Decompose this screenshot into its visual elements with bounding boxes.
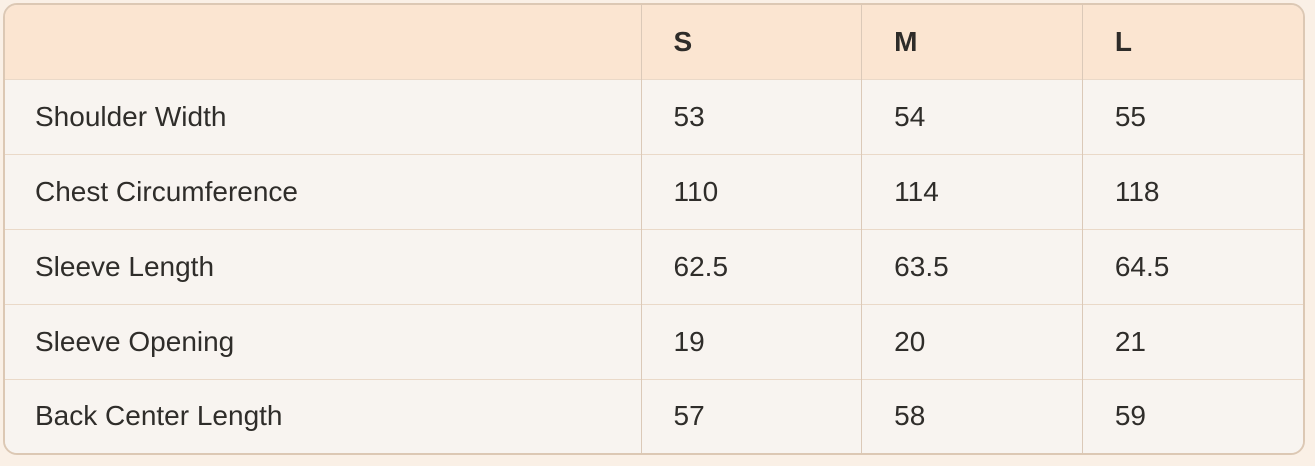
table-row: Shoulder Width 53 54 55 <box>5 79 1303 155</box>
table-row: Sleeve Length 62.5 63.5 64.5 <box>5 229 1303 305</box>
size-chart-header: S M L <box>5 5 1303 80</box>
cell-value: 114 <box>861 154 1083 230</box>
cell-value: 62.5 <box>640 229 862 305</box>
row-label: Chest Circumference <box>5 154 642 230</box>
cell-value: 59 <box>1081 379 1303 453</box>
corner-cell <box>5 5 642 80</box>
column-header-m: M <box>861 5 1083 80</box>
cell-value: 55 <box>1081 79 1303 155</box>
size-chart: S M L Shoulder Width 53 54 55 Chest Circ… <box>5 5 1303 453</box>
table-row: Sleeve Opening 19 20 21 <box>5 304 1303 380</box>
cell-value: 54 <box>861 79 1083 155</box>
row-label: Back Center Length <box>5 379 642 453</box>
row-label: Sleeve Length <box>5 229 642 305</box>
column-header-s: S <box>640 5 862 80</box>
cell-value: 64.5 <box>1081 229 1303 305</box>
cell-value: 63.5 <box>861 229 1083 305</box>
cell-value: 57 <box>640 379 862 453</box>
cell-value: 19 <box>640 304 862 380</box>
row-label: Shoulder Width <box>5 79 642 155</box>
table-row: Chest Circumference 110 114 118 <box>5 154 1303 230</box>
table-row: Back Center Length 57 58 59 <box>5 379 1303 453</box>
cell-value: 58 <box>861 379 1083 453</box>
cell-value: 110 <box>640 154 862 230</box>
size-chart-body: Shoulder Width 53 54 55 Chest Circumfere… <box>5 79 1303 453</box>
header-row: S M L <box>5 5 1303 80</box>
row-label: Sleeve Opening <box>5 304 642 380</box>
size-chart-table: S M L Shoulder Width 53 54 55 Chest Circ… <box>3 3 1305 455</box>
cell-value: 53 <box>640 79 862 155</box>
cell-value: 118 <box>1081 154 1303 230</box>
cell-value: 21 <box>1081 304 1303 380</box>
column-header-l: L <box>1081 5 1303 80</box>
cell-value: 20 <box>861 304 1083 380</box>
